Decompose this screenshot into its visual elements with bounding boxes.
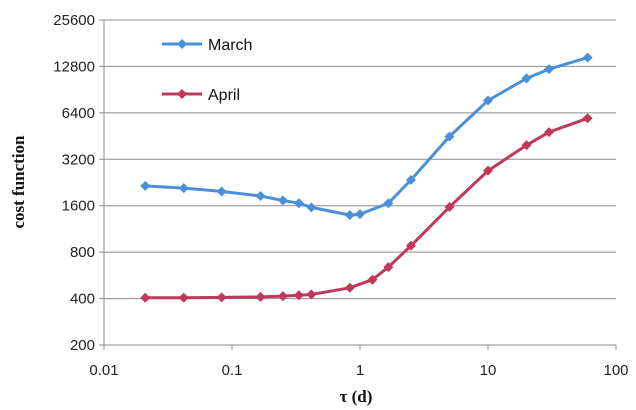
point-april-4 bbox=[277, 291, 288, 302]
point-april-3 bbox=[255, 291, 266, 302]
axes bbox=[99, 19, 617, 350]
point-april-12 bbox=[483, 165, 493, 176]
point-april-14 bbox=[544, 127, 555, 138]
point-march-3 bbox=[255, 190, 266, 201]
legend-marker-march bbox=[177, 39, 187, 49]
point-april-13 bbox=[521, 140, 532, 151]
point-march-10 bbox=[405, 174, 416, 185]
point-march-7 bbox=[344, 210, 355, 221]
series-line-april bbox=[145, 116, 589, 300]
point-march-13 bbox=[521, 73, 532, 84]
series-line-march bbox=[145, 56, 589, 217]
x-tick-labels: 0.01 0.1 1 10 100 bbox=[89, 362, 628, 379]
point-march-5 bbox=[293, 198, 304, 209]
y-tick-label-0: 200 bbox=[70, 337, 95, 354]
point-march-4 bbox=[277, 195, 288, 206]
series-march bbox=[140, 52, 593, 221]
point-april-10 bbox=[405, 240, 416, 251]
legend: March April bbox=[162, 37, 252, 104]
point-march-11 bbox=[444, 131, 455, 142]
x-tick-label-4: 100 bbox=[603, 362, 628, 379]
point-april-8 bbox=[367, 274, 378, 285]
point-april-11 bbox=[444, 201, 455, 212]
point-march-9 bbox=[383, 198, 394, 209]
point-march-2 bbox=[216, 186, 227, 197]
y-tick-label-3: 1600 bbox=[62, 198, 95, 215]
point-april-6 bbox=[306, 289, 317, 300]
y-tick-label-7: 25600 bbox=[53, 12, 95, 29]
legend-label-march: March bbox=[208, 37, 252, 54]
point-march-1 bbox=[178, 183, 189, 194]
y-axis-title: cost function bbox=[9, 135, 28, 229]
legend-label-april: April bbox=[208, 87, 240, 104]
legend-marker-april bbox=[177, 89, 187, 99]
point-april-0 bbox=[140, 292, 151, 303]
point-march-0 bbox=[140, 180, 151, 191]
point-april-2 bbox=[216, 292, 227, 303]
point-april-7 bbox=[344, 282, 355, 293]
y-tick-label-2: 800 bbox=[70, 244, 95, 261]
y-tick-label-4: 3200 bbox=[62, 151, 95, 168]
x-tick-label-3: 10 bbox=[480, 362, 497, 379]
point-march-12 bbox=[483, 95, 493, 106]
point-april-15 bbox=[582, 113, 593, 124]
legend-item-march: March bbox=[162, 37, 252, 54]
x-tick-label-0: 0.01 bbox=[89, 362, 118, 379]
legend-item-april: April bbox=[162, 87, 240, 104]
y-tick-label-5: 6400 bbox=[62, 105, 95, 122]
point-march-8 bbox=[355, 209, 365, 220]
point-april-5 bbox=[293, 290, 304, 301]
x-tick-label-2: 1 bbox=[356, 362, 364, 379]
point-april-1 bbox=[178, 292, 189, 303]
y-tick-label-1: 400 bbox=[70, 291, 95, 308]
point-march-14 bbox=[544, 64, 555, 75]
y-tick-label-6: 12800 bbox=[53, 58, 95, 75]
point-april-9 bbox=[383, 262, 394, 273]
series-april bbox=[140, 113, 593, 303]
point-march-6 bbox=[306, 202, 317, 213]
x-axis-title: τ (d) bbox=[340, 387, 373, 406]
point-march-15 bbox=[582, 52, 593, 63]
y-tick-labels: 200 400 800 1600 3200 6400 12800 25600 bbox=[53, 12, 95, 354]
series-layer bbox=[140, 52, 593, 303]
x-tick-label-1: 0.1 bbox=[222, 362, 243, 379]
